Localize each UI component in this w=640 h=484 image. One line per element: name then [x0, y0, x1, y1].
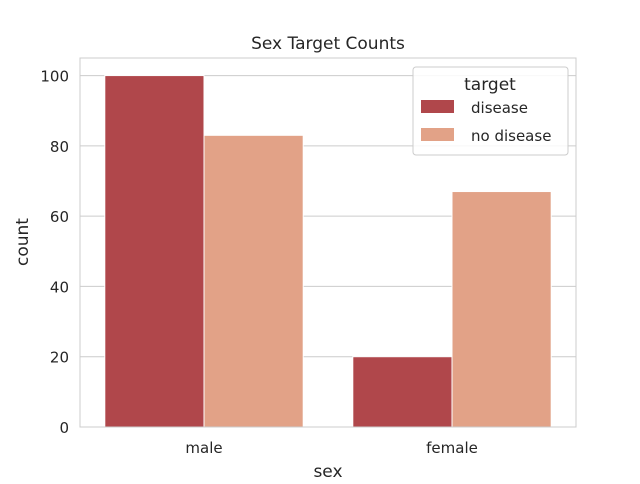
x-tick-label: male [185, 439, 222, 457]
y-tick-label: 80 [50, 138, 69, 156]
y-tick-label: 60 [50, 208, 69, 226]
bar-male-no-disease [203, 134, 304, 428]
y-tick-labels: 0 20 40 60 80 100 [40, 68, 69, 437]
legend-label: disease [471, 99, 528, 117]
legend-swatch [421, 100, 454, 113]
y-tick-label: 100 [40, 68, 69, 86]
x-axis-label: sex [313, 462, 342, 480]
bar-female-disease [352, 356, 453, 428]
legend: target disease no disease [412, 66, 569, 156]
bar-female-no-disease [451, 191, 552, 428]
legend-title: target [464, 75, 516, 95]
y-tick-label: 40 [50, 278, 69, 296]
chart-title: Sex Target Counts [251, 34, 405, 54]
plot-frame [79, 57, 577, 428]
x-tick-labels: male female [185, 439, 477, 457]
y-axis-label: count [13, 218, 33, 266]
x-tick-label: female [426, 439, 478, 457]
y-tick-label: 0 [59, 419, 69, 437]
bar-male-disease [104, 75, 205, 428]
legend-swatch [421, 128, 454, 141]
legend-label: no disease [471, 127, 551, 145]
y-tick-label: 20 [50, 349, 69, 367]
legend-entries: disease no disease [421, 99, 551, 145]
bars [104, 75, 552, 428]
